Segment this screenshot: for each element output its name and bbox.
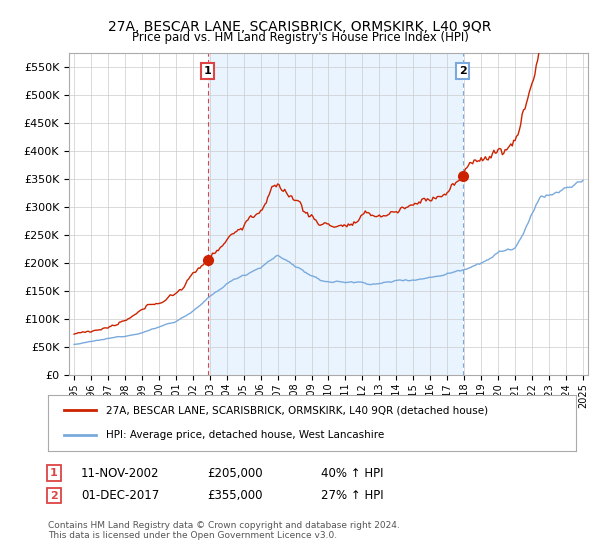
Text: 01-DEC-2017: 01-DEC-2017 — [81, 489, 159, 502]
Text: £355,000: £355,000 — [207, 489, 263, 502]
Text: 2: 2 — [459, 66, 467, 76]
Text: Price paid vs. HM Land Registry's House Price Index (HPI): Price paid vs. HM Land Registry's House … — [131, 31, 469, 44]
Text: 2: 2 — [50, 491, 58, 501]
Text: HPI: Average price, detached house, West Lancashire: HPI: Average price, detached house, West… — [106, 430, 385, 440]
Text: 40% ↑ HPI: 40% ↑ HPI — [321, 466, 383, 480]
Text: 27% ↑ HPI: 27% ↑ HPI — [321, 489, 383, 502]
Text: 1: 1 — [203, 66, 211, 76]
Text: 27A, BESCAR LANE, SCARISBRICK, ORMSKIRK, L40 9QR (detached house): 27A, BESCAR LANE, SCARISBRICK, ORMSKIRK,… — [106, 405, 488, 416]
Bar — [208, 53, 463, 375]
Text: 1: 1 — [50, 468, 58, 478]
Text: 27A, BESCAR LANE, SCARISBRICK, ORMSKIRK, L40 9QR: 27A, BESCAR LANE, SCARISBRICK, ORMSKIRK,… — [109, 20, 491, 34]
Text: £205,000: £205,000 — [207, 466, 263, 480]
Text: 11-NOV-2002: 11-NOV-2002 — [81, 466, 160, 480]
Text: Contains HM Land Registry data © Crown copyright and database right 2024.
This d: Contains HM Land Registry data © Crown c… — [48, 521, 400, 540]
